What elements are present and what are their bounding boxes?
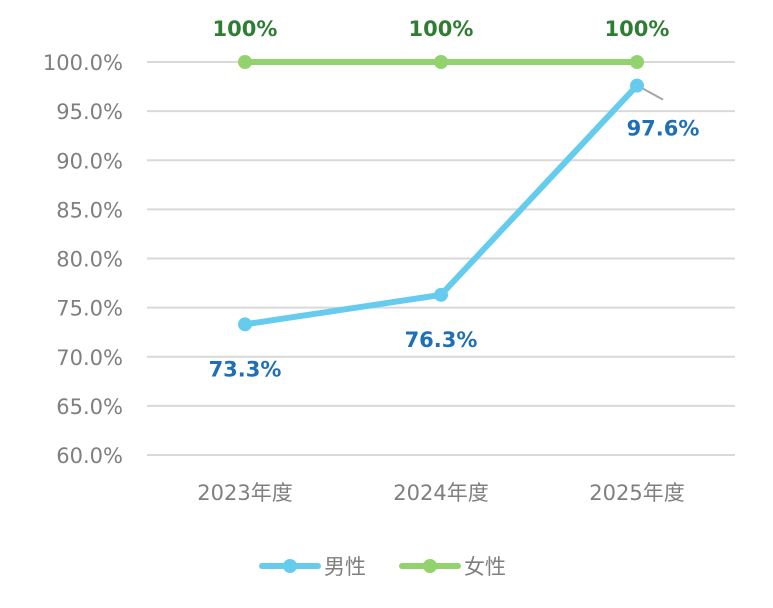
y-tick-label: 100.0% (43, 51, 123, 75)
y-tick-label: 90.0% (56, 149, 123, 173)
y-tick-label: 80.0% (56, 248, 123, 272)
data-point (630, 55, 644, 69)
data-labels: 73.3% 76.3% 97.6% 100% 100% 100% (209, 17, 700, 381)
data-label: 73.3% (209, 357, 282, 381)
legend-item: 女性 (399, 555, 506, 579)
data-label: 100% (409, 17, 474, 41)
x-tick-label: 2024年度 (393, 481, 488, 505)
y-axis-tick-labels: 60.0% 65.0% 70.0% 75.0% 80.0% 85.0% 90.0% 95.0%… (43, 51, 123, 468)
data-point (630, 78, 644, 93)
legend-swatch-marker (423, 559, 437, 573)
data-label: 100% (605, 17, 670, 41)
y-tick-label: 65.0% (56, 395, 123, 419)
data-label: 97.6% (627, 117, 700, 141)
y-tick-label: 60.0% (56, 444, 123, 468)
data-point (238, 55, 252, 69)
y-tick-label: 70.0% (56, 346, 123, 370)
x-tick-label: 2023年度 (197, 481, 292, 505)
y-tick-label: 75.0% (56, 297, 123, 321)
x-axis-tick-labels: 2023年度 2024年度 2025年度 (197, 481, 684, 505)
data-label: 100% (213, 17, 278, 41)
data-point (238, 317, 252, 332)
series-layer (238, 55, 644, 332)
y-tick-label: 85.0% (56, 198, 123, 222)
y-tick-label: 95.0% (56, 100, 123, 124)
leader-line (642, 87, 664, 101)
data-point (434, 55, 448, 69)
legend-label: 男性 (324, 555, 366, 579)
legend-swatch-marker (283, 559, 297, 573)
data-label: 76.3% (405, 328, 478, 352)
x-tick-label: 2025年度 (589, 481, 684, 505)
legend-item: 男性 (259, 555, 366, 579)
data-point (434, 287, 448, 302)
legend-label: 女性 (464, 555, 506, 579)
legend: 男性 女性 (259, 555, 506, 579)
